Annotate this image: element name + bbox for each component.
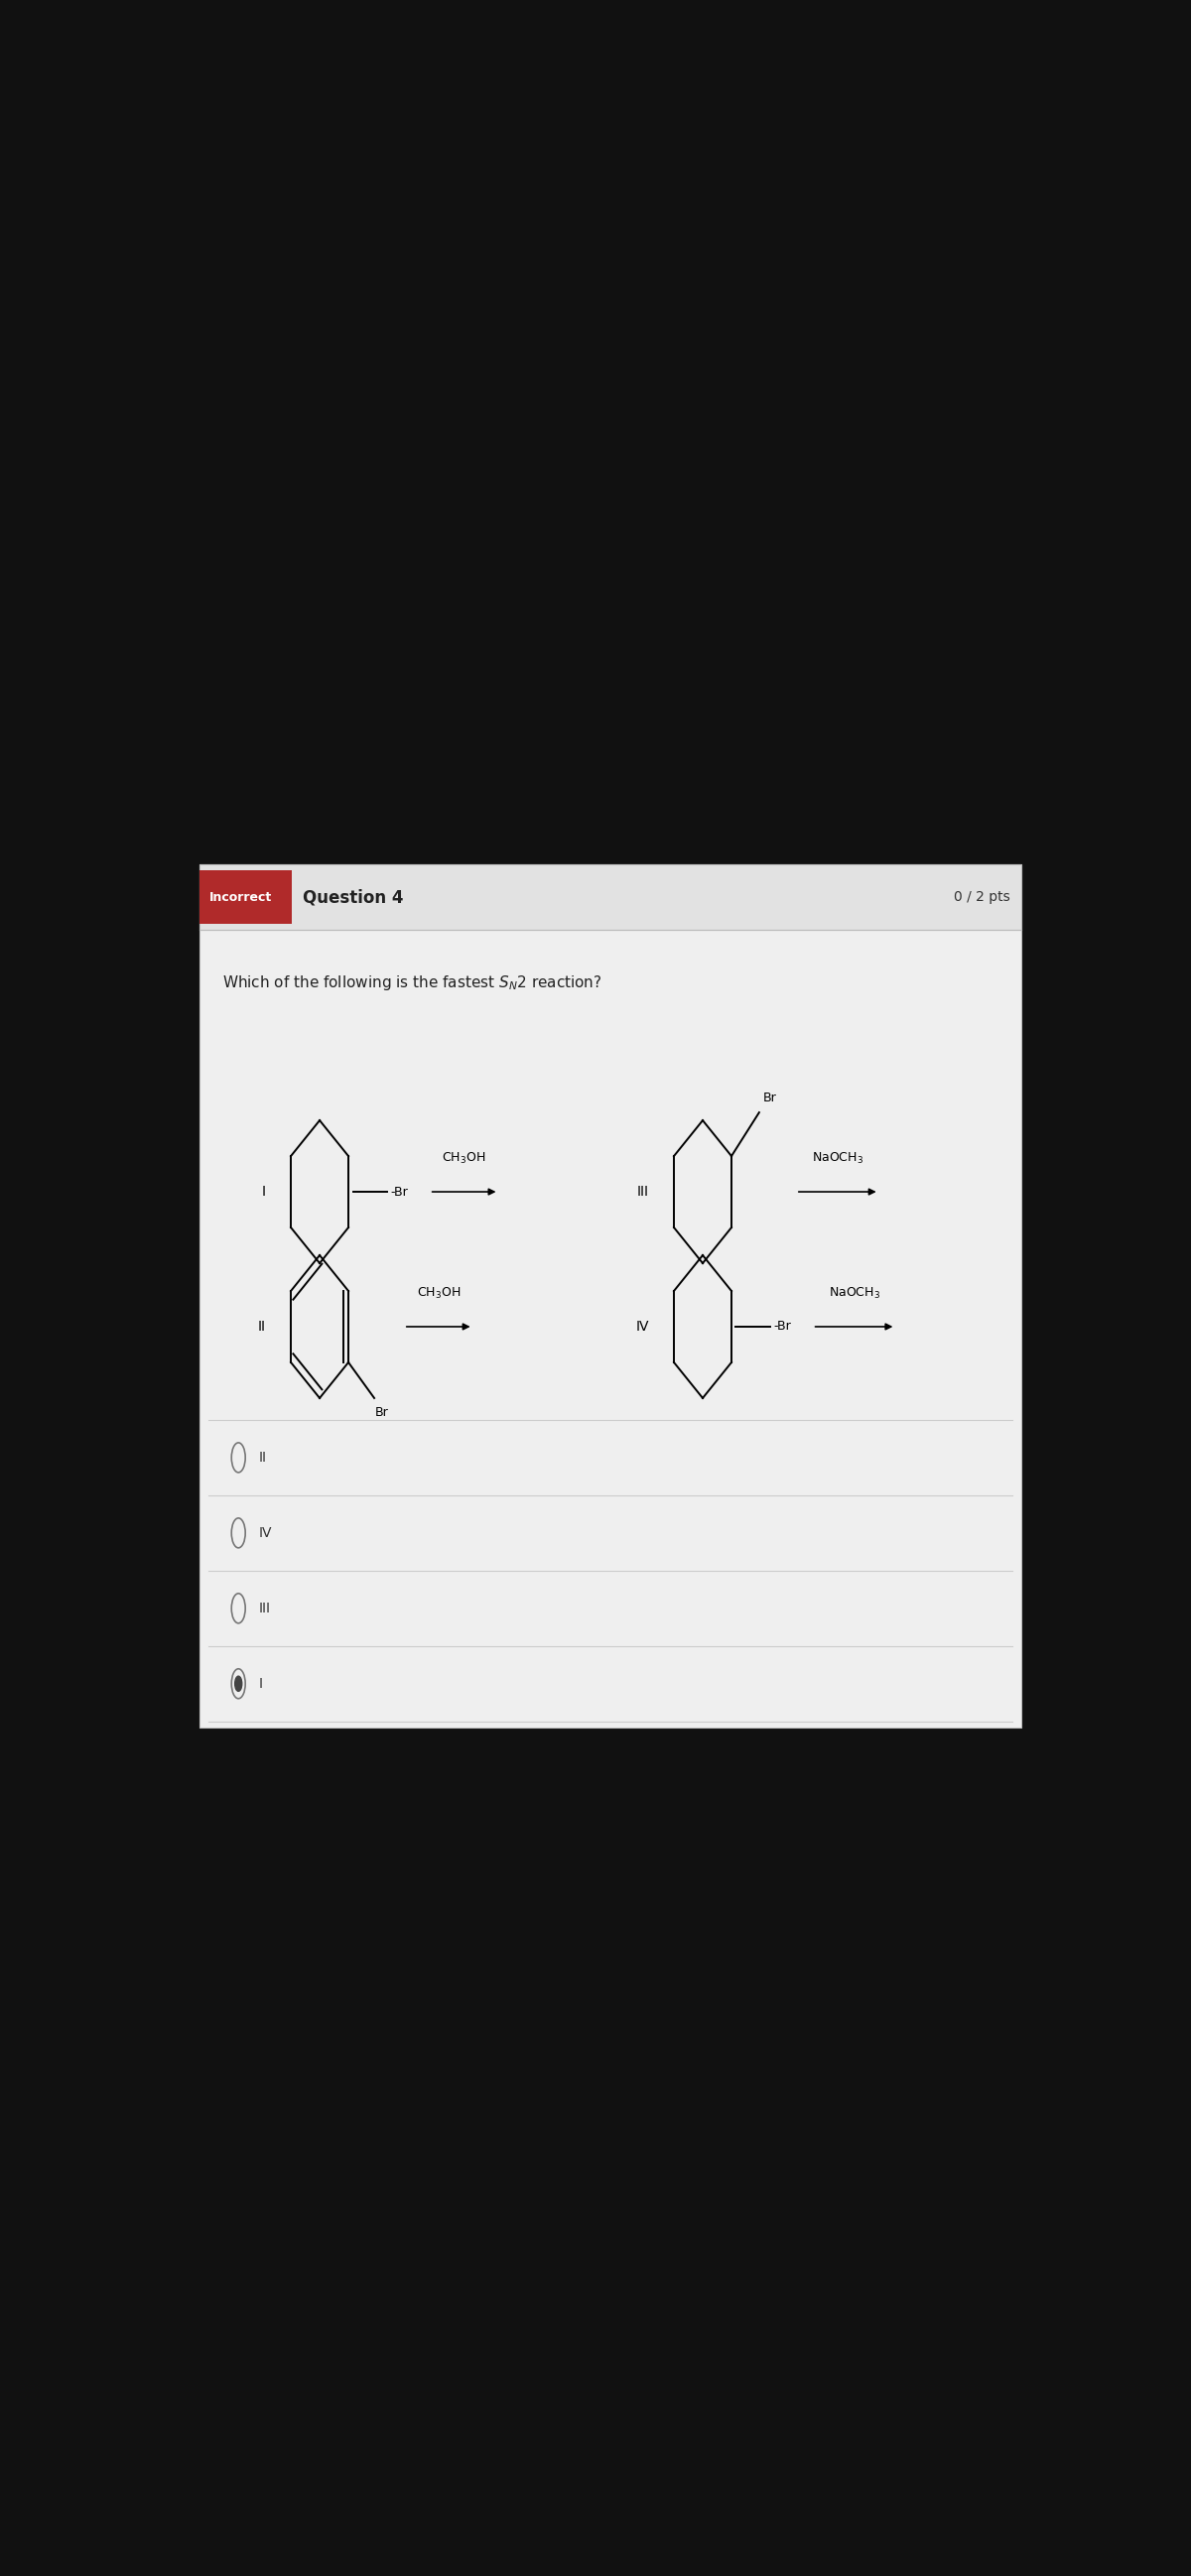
- Text: NaOCH$_3$: NaOCH$_3$: [811, 1151, 863, 1167]
- Text: II: II: [258, 1450, 267, 1466]
- Text: Incorrect: Incorrect: [210, 891, 273, 904]
- Text: IV: IV: [636, 1319, 649, 1334]
- FancyBboxPatch shape: [200, 866, 1021, 1728]
- Text: -Br: -Br: [774, 1321, 791, 1334]
- Text: CH$_3$OH: CH$_3$OH: [417, 1285, 461, 1301]
- Text: III: III: [258, 1602, 270, 1615]
- FancyBboxPatch shape: [200, 866, 1021, 930]
- Text: CH$_3$OH: CH$_3$OH: [442, 1151, 486, 1167]
- Text: 0 / 2 pts: 0 / 2 pts: [954, 891, 1010, 904]
- FancyBboxPatch shape: [200, 871, 292, 925]
- Text: II: II: [258, 1319, 266, 1334]
- Text: Br: Br: [763, 1092, 777, 1105]
- Text: Question 4: Question 4: [303, 889, 404, 907]
- Text: Which of the following is the fastest $S_N$2 reaction?: Which of the following is the fastest $S…: [223, 974, 603, 992]
- Text: -Br: -Br: [391, 1185, 409, 1198]
- Text: I: I: [262, 1185, 266, 1198]
- Text: Br: Br: [375, 1406, 388, 1419]
- Text: I: I: [258, 1677, 263, 1690]
- Circle shape: [235, 1677, 242, 1692]
- Text: III: III: [637, 1185, 649, 1198]
- Text: NaOCH$_3$: NaOCH$_3$: [828, 1285, 880, 1301]
- Text: IV: IV: [258, 1525, 272, 1540]
